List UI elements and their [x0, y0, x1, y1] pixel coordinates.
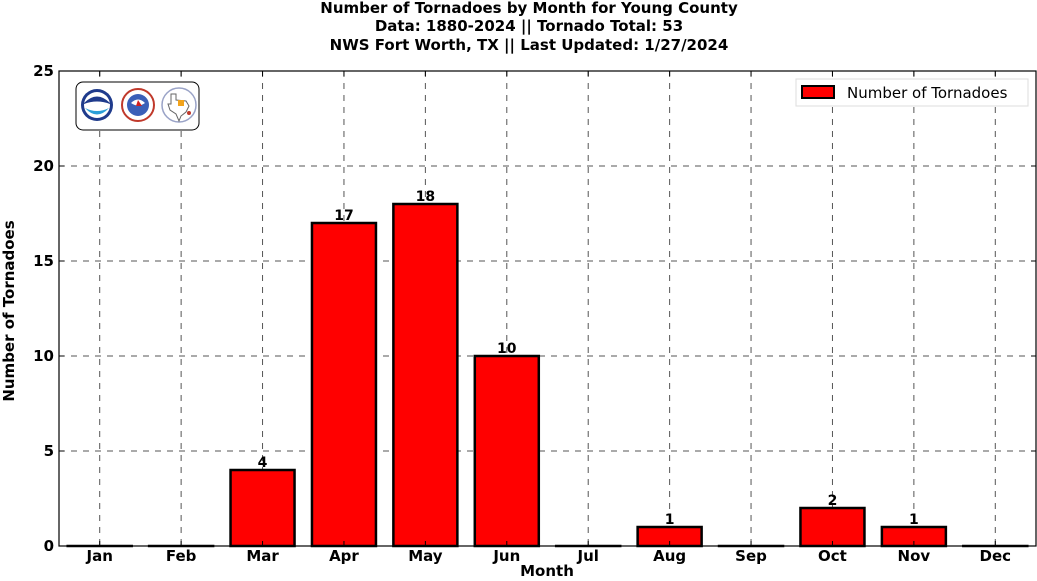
y-tick-label: 5 [44, 442, 54, 460]
logo-box [75, 81, 200, 131]
x-tick-label: Nov [898, 547, 931, 565]
grid-layer [59, 71, 1036, 546]
y-tick-label: 10 [33, 347, 54, 365]
x-tick-label: Jan [86, 547, 113, 565]
y-axis-label: Number of Tornadoes [0, 220, 18, 401]
legend-swatch [801, 85, 835, 99]
data-label-apr: 17 [334, 208, 353, 224]
data-label-nov: 1 [909, 512, 919, 528]
nws-logo-icon [121, 88, 155, 122]
data-label-jun: 10 [497, 341, 517, 357]
x-tick-label: Mar [246, 547, 279, 565]
texas-map-logo-icon [161, 87, 197, 123]
x-tick-label: Dec [980, 547, 1012, 565]
legend-label: Number of Tornadoes [847, 84, 1008, 102]
y-axis-ticks: 0 5 10 15 20 25 [33, 62, 1036, 555]
x-tick-label: Apr [329, 547, 359, 565]
chart-title-line-2: Data: 1880-2024 || Tornado Total: 53 [374, 17, 684, 35]
x-tick-label: Oct [818, 547, 847, 565]
x-axis-label: Month [520, 562, 574, 580]
data-label-oct: 2 [828, 493, 838, 509]
bars [66, 202, 1029, 548]
legend: Number of Tornadoes [795, 78, 1029, 107]
plot-frame [58, 70, 1037, 547]
x-axis-ticks: Jan Feb Mar Apr May Jun Jul Aug Sep Oct Nov Dec [86, 71, 1012, 565]
x-tick-label: May [408, 547, 443, 565]
bar-jun [473, 354, 541, 548]
data-label-mar: 4 [258, 455, 268, 471]
bar-may [392, 202, 459, 548]
y-tick-label: 25 [33, 62, 54, 80]
x-tick-label: Jul [577, 547, 599, 565]
chart-title-line-3: NWS Fort Worth, TX || Last Updated: 1/27… [329, 36, 729, 54]
chart-title-line-1: Number of Tornadoes by Month for Young C… [320, 0, 738, 17]
x-tick-label: Aug [653, 547, 686, 565]
bar-oct [799, 506, 866, 548]
data-label-aug: 1 [665, 512, 675, 528]
x-tick-label: Feb [166, 547, 197, 565]
data-labels: 4 17 18 10 1 2 1 [258, 189, 919, 528]
y-tick-label: 15 [33, 252, 54, 270]
x-tick-label: Sep [735, 547, 767, 565]
bar-apr [310, 221, 378, 548]
y-tick-label: 0 [44, 537, 54, 555]
noaa-logo-icon [81, 89, 113, 121]
data-label-may: 18 [416, 189, 435, 205]
y-tick-label: 20 [33, 157, 54, 175]
x-tick-label: Jun [492, 547, 520, 565]
bar-mar [229, 468, 296, 548]
